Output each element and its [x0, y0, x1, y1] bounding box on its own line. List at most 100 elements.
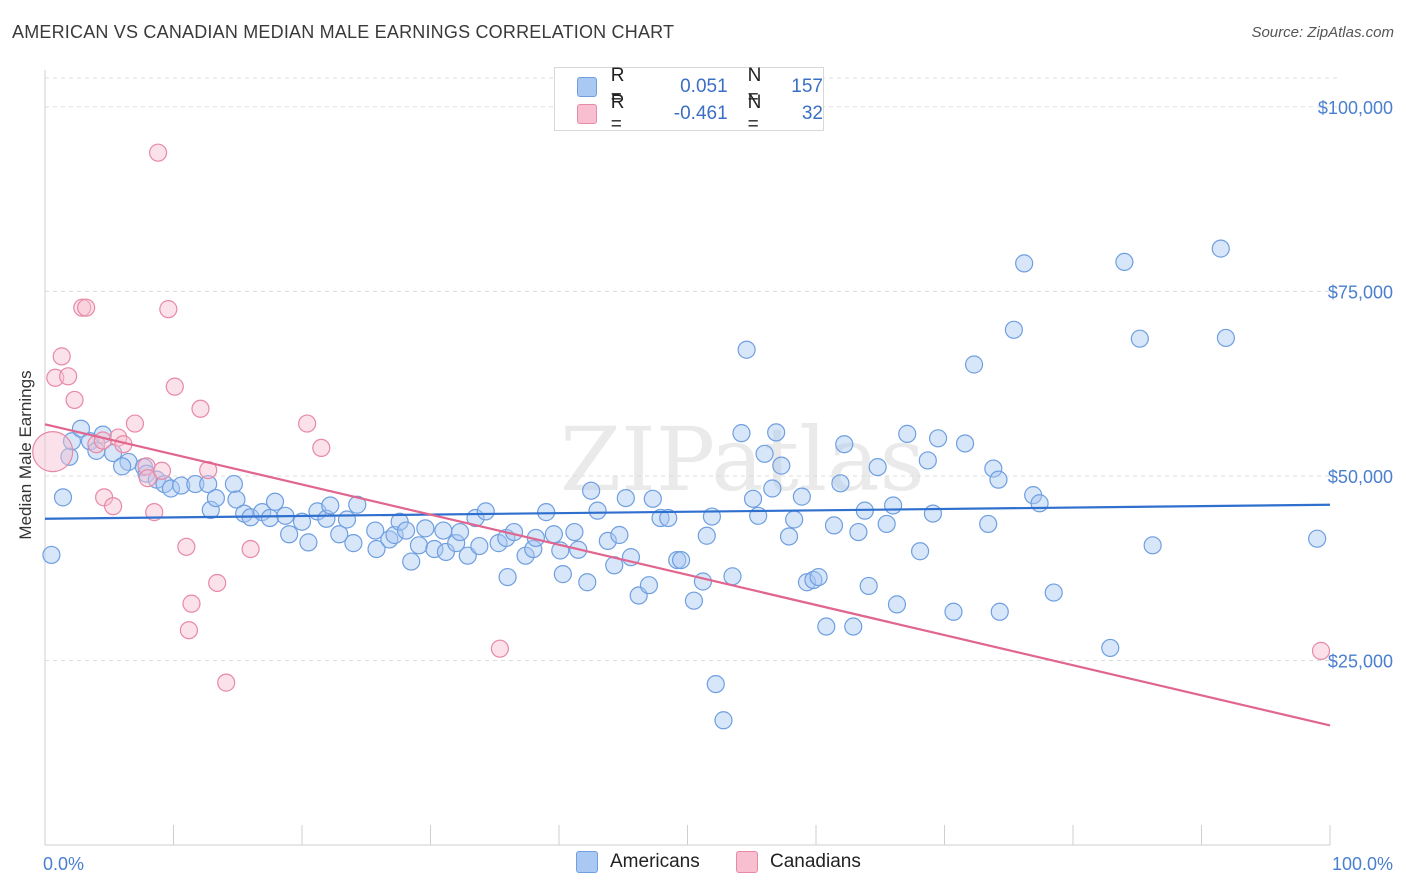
- american-point: [1308, 529, 1327, 548]
- canadian-point: [152, 461, 172, 480]
- source-label: Source: ZipAtlas.com: [1251, 24, 1394, 41]
- american-point: [877, 514, 896, 534]
- american-point: [206, 488, 226, 508]
- american-point: [544, 525, 563, 544]
- american-point: [844, 617, 863, 636]
- r-value: 0.051: [680, 76, 728, 97]
- american-point: [578, 573, 597, 592]
- american-point: [887, 595, 907, 614]
- canadian-point: [59, 367, 78, 386]
- american-point: [809, 567, 828, 587]
- canadian-point: [165, 377, 184, 396]
- canadian-point: [93, 431, 112, 450]
- american-point: [161, 479, 181, 498]
- canadian-point: [490, 639, 509, 658]
- american-point: [470, 536, 489, 556]
- n-value: 157: [791, 76, 823, 97]
- legend-label-americans: Americans: [610, 851, 700, 872]
- canadian-point: [217, 673, 236, 692]
- gridlines: [45, 77, 1340, 661]
- american-point: [883, 496, 903, 515]
- american-point: [565, 522, 584, 542]
- american-point: [299, 533, 318, 552]
- american-point: [172, 476, 191, 495]
- american-point: [779, 527, 799, 546]
- american-point: [598, 531, 617, 551]
- american-point: [337, 510, 357, 529]
- legend-americans: Americans: [576, 851, 700, 873]
- american-point: [697, 526, 716, 545]
- american-point: [112, 457, 132, 476]
- american-point: [824, 516, 844, 535]
- american-point: [763, 479, 782, 498]
- axes: [44, 70, 1331, 846]
- canadian-point: [241, 539, 260, 559]
- american-point: [588, 501, 607, 520]
- american-point: [732, 424, 751, 443]
- y-tick-label: $100,000: [1318, 98, 1393, 118]
- american-point: [425, 539, 444, 559]
- american-point: [767, 423, 786, 442]
- american-point: [62, 432, 82, 451]
- american-point: [979, 514, 998, 534]
- american-point: [292, 512, 312, 531]
- legend-swatch-canadians: [736, 851, 758, 873]
- canadian-point: [77, 298, 96, 317]
- r-label: R =: [610, 92, 625, 135]
- american-point: [610, 525, 629, 545]
- american-point: [668, 550, 687, 570]
- american-point: [706, 674, 725, 694]
- canadian-point: [138, 469, 157, 488]
- american-point: [684, 591, 704, 610]
- american-point: [616, 488, 635, 508]
- american-point: [1216, 328, 1236, 348]
- american-point: [265, 492, 285, 511]
- american-point: [1211, 239, 1230, 258]
- canadian-point: [32, 430, 74, 473]
- american-point: [984, 459, 1003, 478]
- american-point: [42, 545, 61, 565]
- american-point: [366, 521, 385, 540]
- legend-swatch-americans: [577, 77, 597, 97]
- legend-swatch-americans: [576, 851, 598, 873]
- american-point: [53, 488, 73, 507]
- american-point: [835, 435, 854, 454]
- canadian-point: [65, 390, 84, 410]
- american-point: [224, 474, 243, 494]
- american-point: [868, 457, 887, 477]
- american-point: [348, 495, 367, 514]
- y-axis-label: Median Male Earnings: [16, 370, 35, 539]
- canadian-point: [298, 414, 317, 433]
- american-point: [367, 539, 386, 559]
- american-point: [772, 456, 791, 475]
- american-point: [743, 489, 763, 508]
- legend-row-americans: R = 0.051 N = 157: [577, 65, 823, 108]
- trend-lines: [44, 423, 1331, 727]
- y-tick-label: $25,000: [1328, 651, 1393, 671]
- canadian-point: [104, 497, 123, 516]
- canadian-point: [1311, 641, 1331, 660]
- american-point: [989, 470, 1008, 489]
- canadian-point: [159, 300, 178, 319]
- american-point: [928, 429, 948, 448]
- legend-row-canadians: R = -0.461 N = 32: [577, 92, 823, 135]
- american-point: [659, 508, 678, 528]
- legend-canadians: Canadians: [736, 851, 861, 873]
- canadian-point: [52, 347, 71, 366]
- american-point: [1015, 254, 1034, 273]
- y-tick-labels: $25,000 $50,000 $75,000 $100,000: [1318, 98, 1393, 672]
- americans-trend-line: [44, 503, 1331, 520]
- canadian-point: [145, 503, 164, 522]
- american-point: [859, 576, 878, 596]
- x-tick-label: 0.0%: [43, 854, 84, 874]
- american-point: [524, 539, 543, 559]
- american-point: [1101, 638, 1120, 658]
- american-point: [755, 444, 774, 463]
- american-point: [671, 550, 691, 570]
- american-point: [434, 521, 453, 540]
- american-point: [1044, 583, 1063, 602]
- canadian-point: [312, 438, 331, 458]
- american-point: [227, 490, 246, 509]
- american-point: [330, 525, 349, 544]
